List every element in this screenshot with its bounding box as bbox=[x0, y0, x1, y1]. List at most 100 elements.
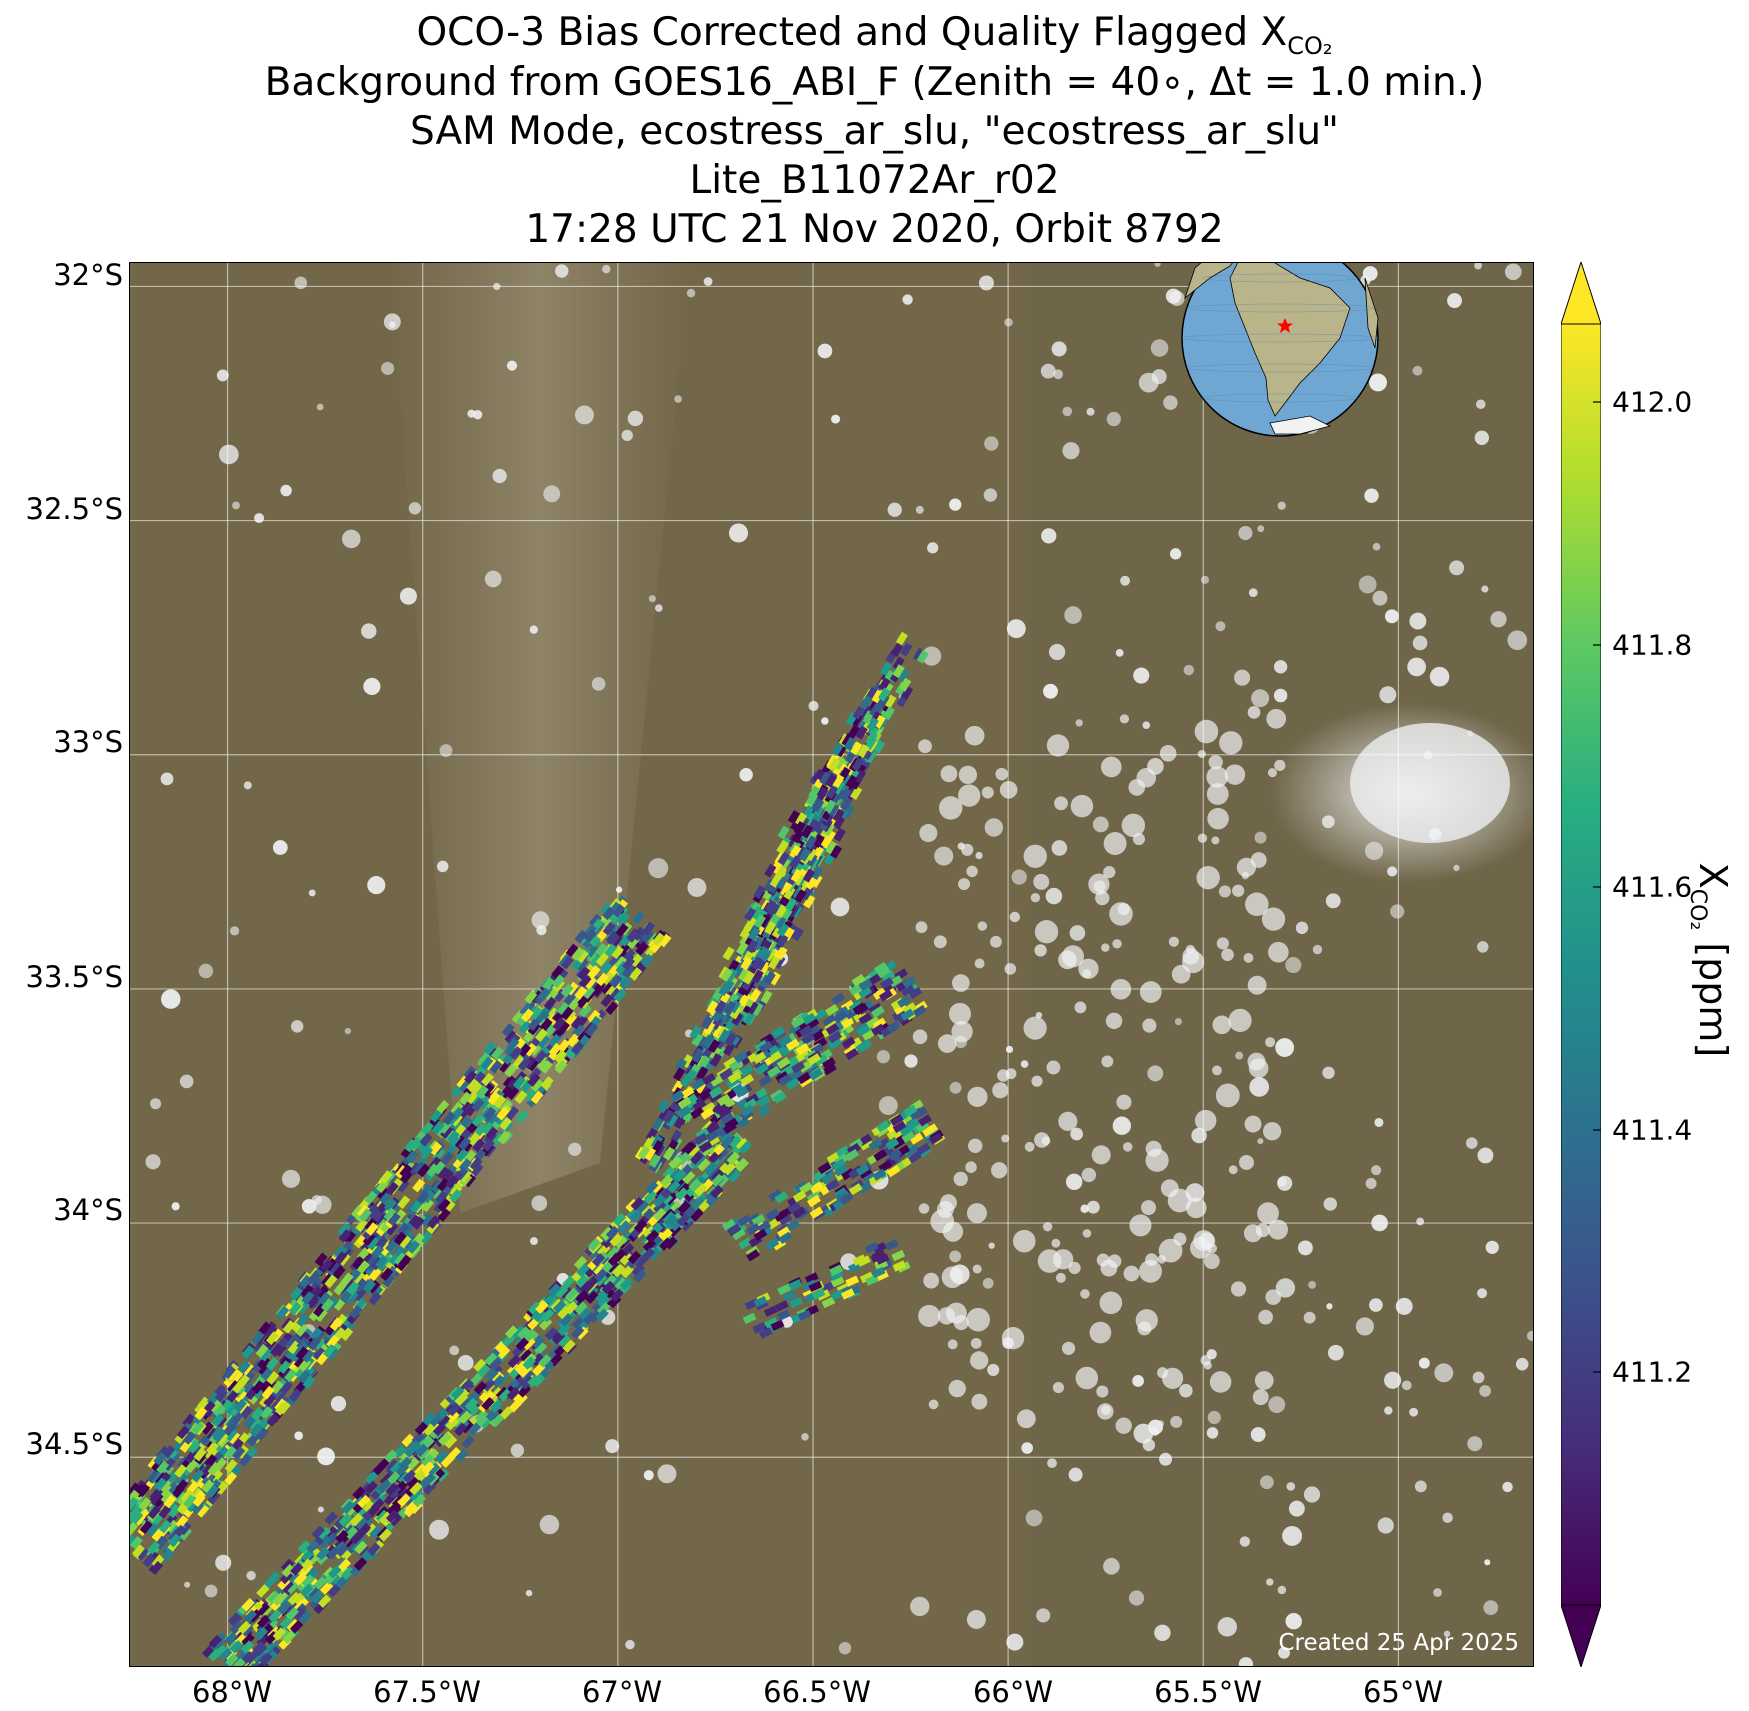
sounding-pixel bbox=[860, 695, 873, 709]
sounding-pixel bbox=[777, 1283, 792, 1296]
cloud-puff bbox=[1068, 1261, 1081, 1275]
sounding-pixel bbox=[341, 1500, 355, 1515]
cloud-puff bbox=[1243, 952, 1254, 963]
sounding-pixel bbox=[337, 1222, 351, 1237]
sounding-pixel bbox=[832, 1158, 847, 1171]
sounding-pixel bbox=[852, 705, 865, 720]
cloud-puff bbox=[1251, 689, 1270, 708]
cloud-puff bbox=[1197, 833, 1208, 843]
sounding-pixel bbox=[201, 1479, 215, 1494]
sounding-pixel bbox=[589, 954, 603, 968]
sounding-pixel bbox=[306, 1539, 320, 1554]
sounding-pixel bbox=[675, 1187, 689, 1201]
satellite-map[interactable]: Created 25 Apr 2025 bbox=[129, 262, 1534, 1667]
sounding-pixel bbox=[527, 1373, 541, 1388]
cloud-puff bbox=[1136, 767, 1157, 788]
sounding-pixel bbox=[329, 1317, 343, 1332]
sounding-pixel bbox=[582, 1311, 596, 1326]
sounding-pixel bbox=[267, 1590, 281, 1605]
sounding-pixel bbox=[419, 1231, 433, 1245]
sounding-pixel bbox=[482, 1137, 496, 1152]
cloud-puff bbox=[1091, 1145, 1111, 1165]
sounding-pixel bbox=[499, 1406, 514, 1420]
sounding-pixel bbox=[393, 1231, 407, 1246]
cloud-puff bbox=[184, 1581, 191, 1588]
cloud-puff bbox=[1052, 1381, 1064, 1394]
sounding-pixel bbox=[320, 1258, 333, 1273]
sounding-pixel bbox=[130, 1510, 144, 1525]
cloud-puff bbox=[997, 1069, 1010, 1082]
sounding-pixel bbox=[770, 1319, 785, 1332]
cloud-puff bbox=[627, 410, 644, 427]
sounding-pixel bbox=[306, 1295, 320, 1310]
cloud-puff bbox=[1086, 1200, 1100, 1214]
globe-parallel bbox=[1186, 363, 1374, 373]
cloud-puff bbox=[966, 1610, 986, 1629]
sounding-pixel bbox=[187, 1439, 201, 1454]
sounding-pixel bbox=[576, 1263, 590, 1278]
sounding-pixel bbox=[481, 1121, 495, 1136]
sounding-pixel bbox=[809, 1206, 824, 1219]
cloud-puff bbox=[984, 436, 999, 451]
sounding-pixel bbox=[435, 1190, 449, 1204]
sounding-pixel bbox=[353, 1557, 368, 1571]
sounding-pixel bbox=[285, 1580, 300, 1595]
cloud-puff bbox=[1005, 1045, 1014, 1054]
cloud-puff bbox=[904, 1054, 918, 1068]
sounding-pixel bbox=[335, 1543, 349, 1557]
sounding-pixel bbox=[864, 1241, 879, 1254]
sounding-pixel bbox=[776, 933, 789, 948]
sounding-pixel bbox=[413, 1161, 427, 1176]
sounding-pixel bbox=[496, 1106, 510, 1121]
sounding-pixel bbox=[387, 1212, 401, 1226]
sounding-pixel bbox=[737, 1214, 752, 1227]
cloud-puff bbox=[1502, 1481, 1513, 1493]
sounding-pixel bbox=[410, 1489, 424, 1503]
sounding-pixel bbox=[519, 1002, 533, 1017]
cloud-puff bbox=[1358, 575, 1377, 594]
sounding-pixel bbox=[472, 1138, 486, 1153]
title-text: OCO-3 Bias Corrected and Quality Flagged… bbox=[416, 10, 1288, 55]
cloud-puff bbox=[953, 1171, 968, 1187]
sounding-pixel bbox=[808, 785, 821, 800]
cloud-puff bbox=[539, 1514, 560, 1535]
sounding-pixel bbox=[272, 1592, 286, 1607]
sounding-pixel bbox=[449, 1188, 463, 1203]
cloud-puff bbox=[1372, 542, 1381, 551]
sounding-pixel bbox=[489, 1399, 504, 1413]
cloud-puff bbox=[927, 542, 939, 554]
sounding-pixel bbox=[537, 1034, 551, 1049]
sounding-pixel bbox=[605, 1001, 619, 1015]
sounding-pixel bbox=[778, 1073, 793, 1086]
sounding-pixel bbox=[176, 1425, 190, 1440]
cloud-puff bbox=[1239, 1536, 1251, 1547]
sounding-pixel bbox=[670, 1090, 685, 1103]
sounding-pixel bbox=[712, 1024, 725, 1039]
sounding-pixel bbox=[736, 1116, 750, 1129]
sounding-pixel bbox=[751, 1001, 764, 1016]
sounding-pixel bbox=[858, 978, 873, 991]
sounding-pixel bbox=[504, 1325, 519, 1339]
sounding-pixel bbox=[299, 1558, 313, 1572]
sounding-pixel bbox=[789, 855, 802, 870]
sounding-pixel bbox=[257, 1355, 271, 1370]
sounding-pixel bbox=[535, 1055, 549, 1070]
cloud-puff bbox=[204, 1584, 218, 1598]
sounding-pixel bbox=[629, 953, 643, 968]
sounding-pixel bbox=[830, 1275, 845, 1288]
cloud-puff bbox=[344, 1027, 352, 1035]
cloud-puff bbox=[1474, 263, 1483, 270]
sounding-pixel bbox=[130, 1496, 139, 1511]
sounding-pixel bbox=[551, 974, 565, 989]
sounding-pixel bbox=[267, 1571, 281, 1585]
sounding-pixel bbox=[148, 1491, 162, 1506]
sounding-pixel bbox=[802, 1012, 817, 1026]
cloud-puff bbox=[938, 796, 963, 820]
sounding-pixel bbox=[313, 1576, 328, 1590]
sounding-pixel bbox=[892, 664, 905, 679]
cloud-puff bbox=[215, 1554, 232, 1571]
cloud-puff bbox=[1327, 1344, 1344, 1361]
sounding-pixel bbox=[406, 1456, 420, 1471]
sounding-pixel bbox=[234, 1666, 247, 1667]
sounding-pixel bbox=[398, 1234, 412, 1249]
